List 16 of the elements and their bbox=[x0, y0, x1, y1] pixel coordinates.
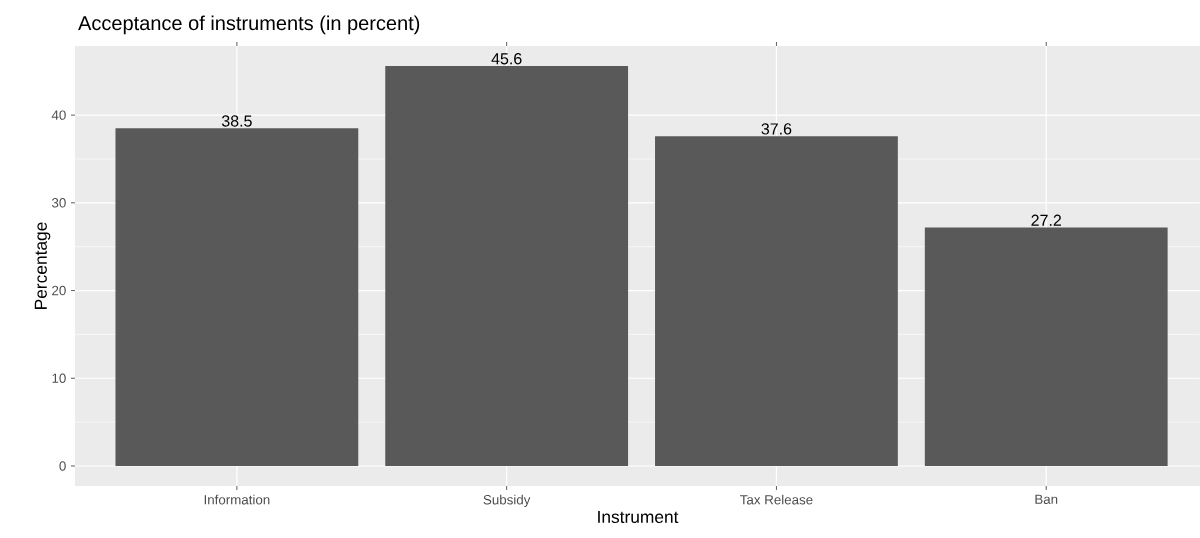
x-axis-title: Instrument bbox=[598, 510, 679, 524]
data-label: 38.5 bbox=[221, 115, 252, 127]
y-tick-label: 30 bbox=[51, 198, 66, 208]
data-label: 45.6 bbox=[491, 53, 522, 65]
data-label: 27.2 bbox=[1031, 214, 1061, 226]
chart-title: Acceptance of instruments (in percent) bbox=[78, 15, 420, 35]
x-tick-label: Tax Release bbox=[740, 494, 813, 505]
y-tick-label: 10 bbox=[52, 373, 66, 383]
x-tick-label: Subsidy bbox=[483, 494, 531, 508]
x-tick-label: Information bbox=[204, 494, 270, 505]
y-tick-label: 40 bbox=[51, 110, 66, 120]
y-axis-title: Percentage bbox=[34, 222, 51, 309]
y-tick-label: 20 bbox=[52, 285, 66, 296]
data-label: 37.6 bbox=[761, 123, 792, 135]
x-tick-label: Ban bbox=[1035, 494, 1058, 504]
y-tick-label: 0 bbox=[59, 461, 66, 471]
